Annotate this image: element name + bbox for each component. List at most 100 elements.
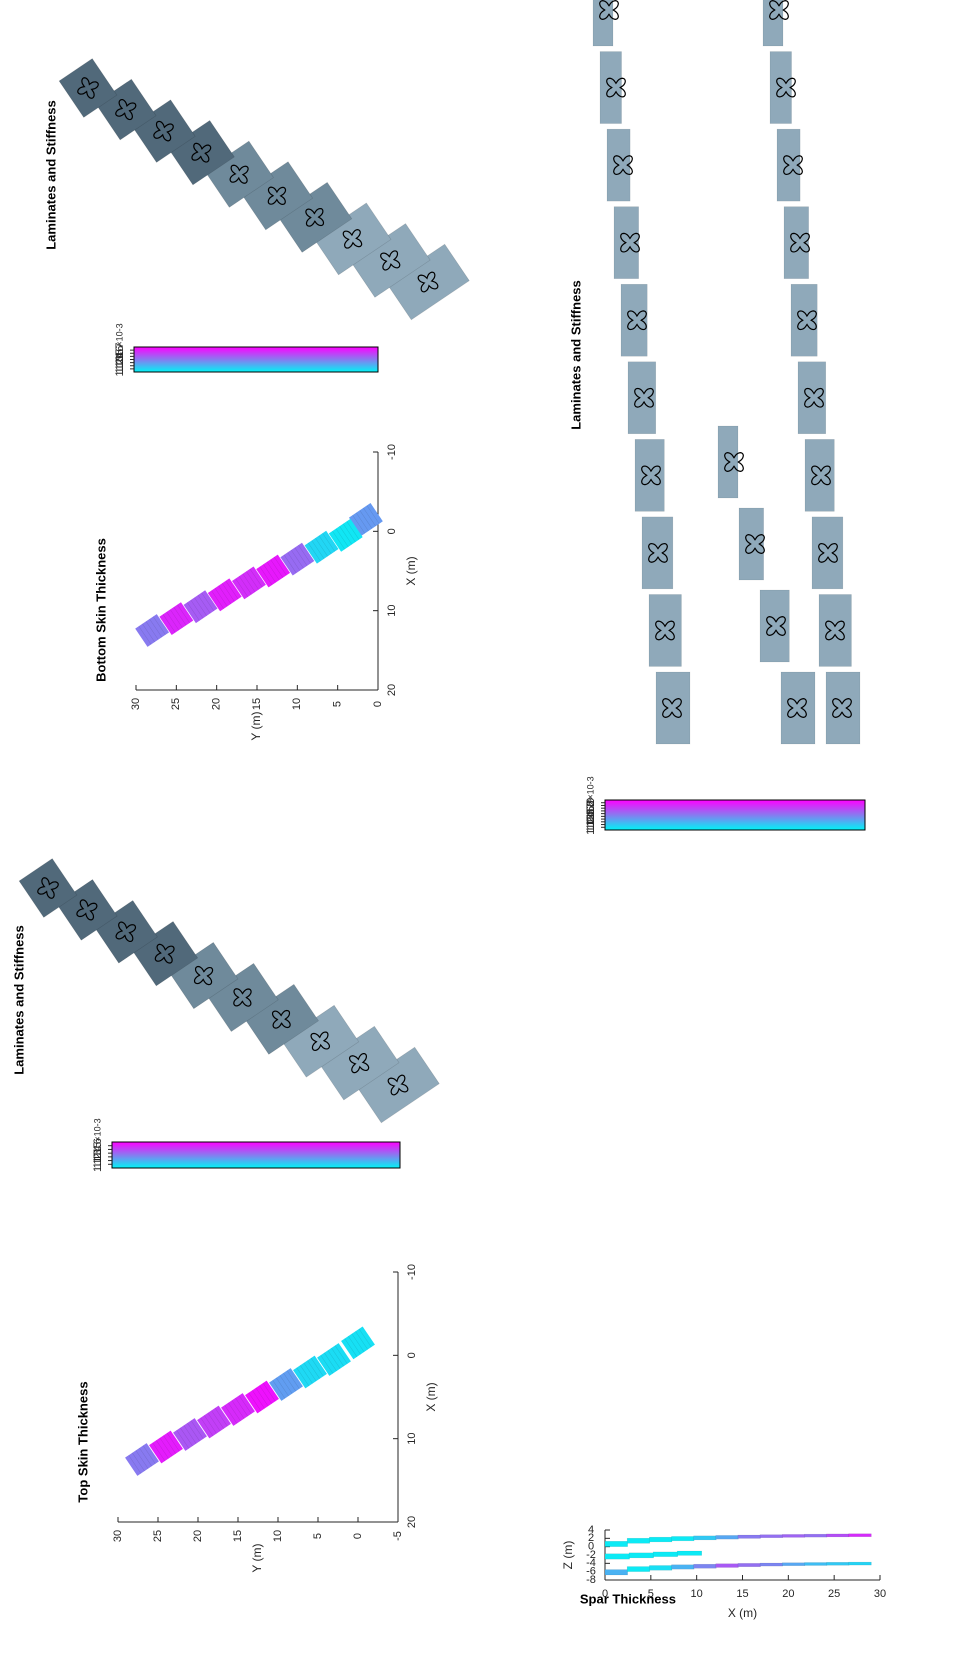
- stiffness-glyph: [825, 620, 845, 641]
- skin-panel: [159, 602, 194, 635]
- mesh-line: [358, 1328, 372, 1348]
- spar-segment: [671, 1536, 695, 1542]
- stiffness-glyph: [745, 534, 765, 554]
- spar-segment: [604, 1569, 628, 1576]
- spar-segment: [626, 1566, 651, 1572]
- mesh-line: [231, 1400, 245, 1419]
- colorbar-exponent: ×10-3: [92, 1118, 102, 1141]
- mesh-line: [166, 611, 180, 631]
- z-tick-label: -4: [586, 1557, 596, 1569]
- laminate-panel: [18, 858, 78, 918]
- mesh-line: [176, 1430, 190, 1449]
- mesh-line: [287, 552, 301, 571]
- mesh-line: [224, 1405, 238, 1424]
- mesh-line: [315, 537, 328, 557]
- mesh-line: [366, 505, 380, 524]
- spar-laminate-panel: [627, 361, 657, 435]
- colorbar-tick-label: 1.3: [114, 355, 126, 370]
- mesh-line: [259, 566, 273, 586]
- mesh-line: [248, 1392, 262, 1412]
- z-tick-label: -2: [586, 1549, 596, 1561]
- stiffness-glyph: [783, 155, 803, 176]
- x-axis-label: X (m): [424, 1382, 438, 1411]
- mesh-line: [142, 623, 155, 643]
- chart-title: Laminates and Stiffness: [568, 280, 583, 430]
- stiffness-glyph: [77, 77, 99, 99]
- spar-segment: [848, 1533, 872, 1537]
- mesh-line: [270, 559, 284, 578]
- mesh-line: [294, 547, 308, 566]
- skin-panel: [149, 1430, 183, 1464]
- mesh-line: [242, 573, 256, 593]
- y-tick-label: 20: [211, 698, 223, 710]
- spar-segment: [649, 1565, 673, 1571]
- colorbar-tick-label: 1.4: [585, 811, 597, 826]
- x-tick-label: 0: [602, 1588, 608, 1600]
- colorbar-tick-label: 1.4: [92, 1145, 104, 1160]
- mesh-line: [186, 602, 200, 621]
- stiffness-glyph: [613, 155, 633, 176]
- mesh-line: [263, 564, 276, 583]
- spar-segment: [759, 1534, 783, 1539]
- colorbar-tick-label: 1.7: [585, 803, 597, 818]
- skin-panel-fill: [197, 1405, 231, 1439]
- mesh-line: [273, 556, 287, 576]
- colorbar-tick-label: 1.5: [114, 349, 126, 364]
- colorbar-exponent: ×10-3: [114, 323, 124, 346]
- mesh-line: [218, 585, 232, 605]
- mesh-line: [339, 526, 353, 545]
- mesh-line: [132, 1452, 145, 1472]
- x-axis-label: X (m): [728, 1606, 757, 1620]
- skin-panel: [245, 1380, 279, 1414]
- chart-title: Bottom Skin Thickness: [93, 538, 108, 682]
- skin-panel: [269, 1368, 303, 1401]
- x-tick-label: -10: [406, 1264, 418, 1280]
- colorbar-tick-label: 2: [585, 800, 597, 806]
- skin-panel: [293, 1355, 327, 1389]
- stiffness-glyph: [641, 465, 661, 486]
- y-tick-label: 0: [352, 1533, 364, 1539]
- skin-panel-fill: [173, 1418, 207, 1451]
- chart-title: Top Skin Thickness: [75, 1381, 90, 1502]
- mesh-line: [238, 576, 252, 595]
- mesh-line: [348, 1335, 361, 1355]
- mesh-line: [283, 1372, 296, 1392]
- stiffness-glyph: [342, 229, 363, 249]
- skin-panel-fill: [256, 554, 291, 588]
- x-tick-label: 5: [648, 1588, 654, 1600]
- spar-laminate-panel: [818, 594, 852, 667]
- mesh-line: [318, 535, 332, 555]
- mesh-line: [173, 606, 187, 626]
- stiffness-glyph: [648, 542, 668, 563]
- mesh-line: [152, 1442, 166, 1462]
- skin-panel: [341, 1326, 375, 1360]
- mesh-line: [272, 1380, 286, 1399]
- mesh-line: [214, 1407, 228, 1427]
- mesh-line: [296, 1367, 310, 1387]
- mesh-line: [283, 554, 297, 574]
- mesh-line: [255, 1387, 269, 1407]
- y-tick-label: 15: [232, 1530, 244, 1542]
- skin-panel-fill: [232, 566, 266, 600]
- skin-panel-fill: [125, 1443, 159, 1476]
- stiffness-glyph: [191, 142, 212, 163]
- colorbar-tick-label: 1.3: [92, 1149, 104, 1164]
- skin-panel: [304, 530, 339, 564]
- y-tick-label: 5: [312, 1533, 324, 1539]
- colorbar-tick-label: 1.1: [585, 820, 597, 835]
- skin-panel-fill: [328, 518, 363, 552]
- stiffness-glyph: [76, 899, 98, 921]
- skin-panel-fill: [269, 1368, 303, 1401]
- y-tick-label: 30: [112, 1530, 124, 1542]
- stiffness-glyph: [627, 310, 647, 331]
- mesh-line: [183, 1425, 197, 1444]
- stiffness-glyph: [655, 620, 675, 641]
- x-tick-label: 15: [736, 1588, 748, 1600]
- stiffness-glyph: [271, 1009, 291, 1029]
- x-tick-label: 0: [406, 1352, 418, 1358]
- stiffness-glyph: [115, 921, 137, 943]
- mesh-line: [201, 592, 215, 612]
- skin-panel: [207, 578, 242, 612]
- mesh-line: [359, 510, 373, 529]
